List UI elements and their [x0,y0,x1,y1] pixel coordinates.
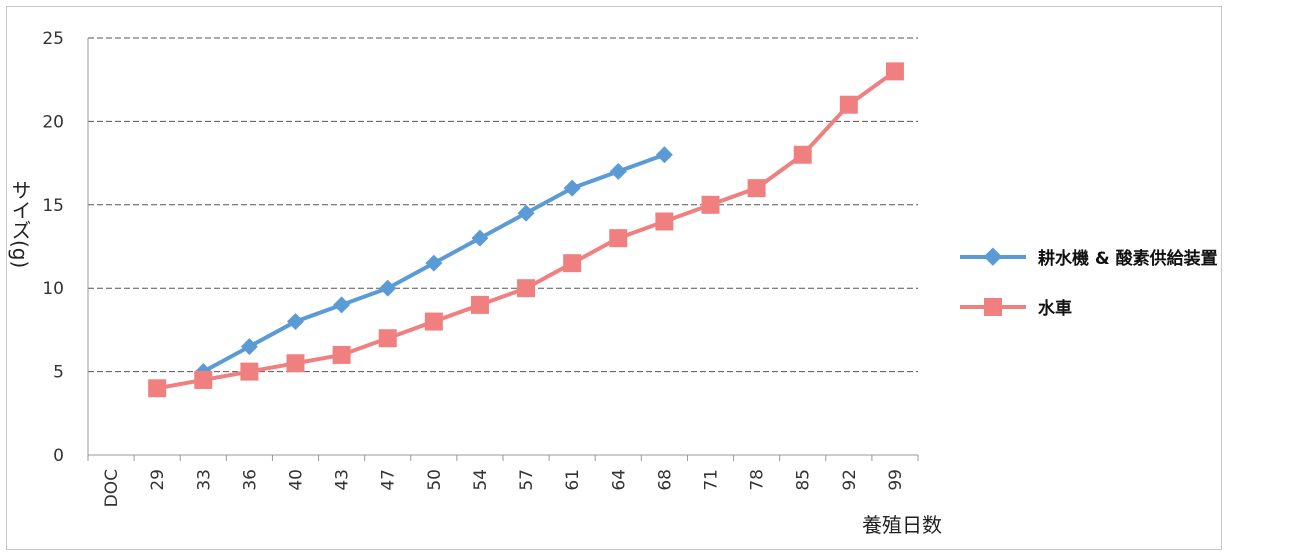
x-tick-label: 54 [471,469,491,491]
data-point [609,162,627,180]
x-tick-label: 71 [702,469,722,491]
gridlines [88,37,918,373]
x-tick-label: 64 [609,469,629,491]
x-tick-labels: DOC 29 33 36 40 43 47 50 54 57 61 64 68 71 78 85 92 99 [102,469,906,507]
data-point [885,62,904,81]
data-point [655,146,673,164]
chart-frame [6,6,1222,550]
x-tick-label: 57 [517,469,537,491]
legend-item-waterwheel: 水車 [960,298,1072,319]
data-point [517,204,535,222]
data-point [701,195,720,214]
data-point [240,362,259,381]
y-tick-label: 0 [53,446,64,466]
x-tick-label: 47 [379,469,399,491]
legend-marker-aerator [983,247,1003,266]
legend-marker-waterwheel [984,298,1002,316]
data-point [286,354,305,373]
data-point [655,212,674,231]
data-point [240,338,258,356]
x-tick-label: 29 [148,469,168,491]
x-axis-title: 養殖日数 [862,513,942,537]
series-1 [148,62,904,398]
data-point [471,229,489,247]
x-tick-label: 36 [240,469,260,491]
series-line [156,69,897,391]
data-point [287,313,304,331]
y-tick-label: 25 [42,29,64,49]
legend-label-aerator: 耕水機 & 酸素供給装置 [1038,248,1218,269]
legend: 耕水機 & 酸素供給装置 水車 [960,247,1218,319]
y-axis-title: サイズ(g) [8,180,32,268]
data-point [563,179,581,197]
data-point [517,279,536,298]
data-point [563,254,582,273]
y-tick-label: 10 [42,279,64,299]
data-point [609,229,628,248]
series-0 [194,146,673,381]
x-tick-label: 85 [794,469,814,491]
data-point [332,345,351,364]
data-point [379,279,397,297]
x-tick-label: 40 [287,469,307,491]
x-tick-label: 61 [563,469,583,491]
data-point [148,379,167,398]
legend-label-waterwheel: 水車 [1038,298,1072,319]
data-point [378,329,397,348]
x-tick-label: 50 [425,469,445,491]
x-tick-label: 78 [748,469,768,491]
legend-item-aerator: 耕水機 & 酸素供給装置 [960,247,1218,269]
y-tick-labels: 0 5 10 15 20 25 [42,29,64,466]
x-tick-label: DOC [102,469,122,507]
data-point [747,179,766,198]
y-tick-label: 20 [42,112,64,132]
y-tick-label: 15 [42,196,64,216]
x-tick-label: 33 [194,469,214,491]
x-tick-label: 43 [333,469,353,491]
x-tick-label: 92 [840,469,860,491]
data-point [425,254,443,272]
x-tick-label: 68 [655,469,675,491]
x-tick-label: 99 [886,469,906,491]
data-point [194,370,213,389]
y-tick-label: 5 [53,363,64,383]
data-point [470,295,489,314]
data-point [333,296,351,314]
data-point [793,145,812,164]
axes [87,38,919,461]
series-layer [148,62,904,398]
data-point [424,312,443,331]
data-point [839,95,858,114]
